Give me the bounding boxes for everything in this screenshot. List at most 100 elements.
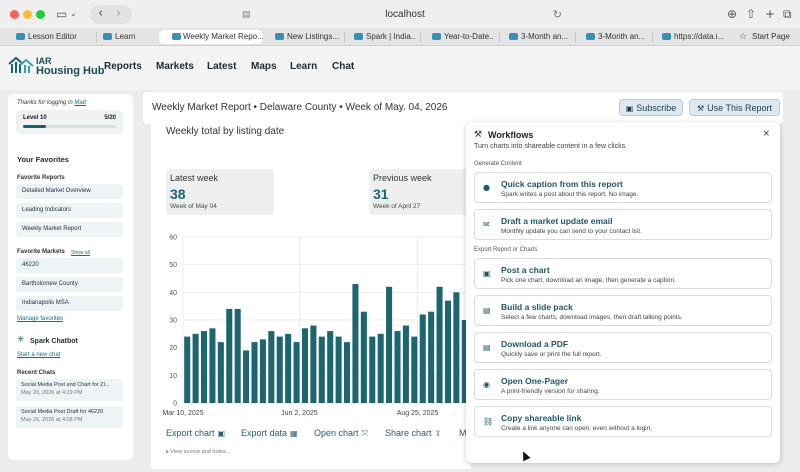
chart-bar[interactable] (394, 331, 401, 403)
chart-bar[interactable] (192, 333, 199, 403)
workflow-desc: Spark writes a post about this report. N… (501, 191, 639, 198)
share-chart-button[interactable]: Share chart ⇪ (385, 428, 441, 438)
workflow-copy-link[interactable]: ⛓ Copy shareable link Create a link anyo… (474, 406, 772, 437)
subscribe-button[interactable]: ▣ Subscribe (619, 99, 683, 116)
tab-spark[interactable]: Spark | India... (352, 30, 416, 44)
chart-bar[interactable] (335, 336, 342, 403)
chart-bar[interactable] (293, 342, 300, 403)
chart-bar[interactable] (386, 286, 393, 403)
close-window-button[interactable] (10, 10, 19, 19)
chart-bar[interactable] (402, 325, 409, 403)
tab-data[interactable]: https://data.i... (660, 30, 728, 44)
chart-bar[interactable] (352, 284, 359, 403)
workflow-download-pdf[interactable]: ▤ Download a PDF Quickly save or print t… (474, 332, 772, 363)
tab-3-month-b[interactable]: 3-Month an... (584, 30, 646, 44)
open-chart-button[interactable]: Open chart ⤧ (314, 428, 368, 439)
tab-overview-icon[interactable]: ⧉ (783, 7, 792, 21)
magic-wand-icon: ⚒ (696, 104, 705, 113)
chart-bar[interactable] (184, 336, 191, 403)
nav-maps[interactable]: Maps (251, 61, 277, 72)
chart-bar[interactable] (251, 342, 258, 403)
chart-bar[interactable] (259, 339, 266, 403)
share-icon[interactable]: ⇧ (746, 7, 757, 21)
view-source-toggle[interactable]: ▸ View source and notes... (166, 449, 231, 455)
chart-bar[interactable] (209, 328, 216, 403)
forward-icon[interactable]: › (116, 6, 122, 21)
chart-bar[interactable] (419, 314, 426, 403)
chevron-down-icon[interactable]: ⌄ (70, 9, 77, 18)
recent-chat-item[interactable]: Social Media Post Draft for 46220 May 20… (16, 406, 123, 428)
recent-chat-item[interactable]: Social Media Post and Chart for ZI... Ma… (16, 379, 123, 401)
user-link[interactable]: Matt (74, 100, 87, 106)
app-logo[interactable]: IAR Housing Hub (36, 56, 104, 77)
weekly-listings-chart[interactable]: 0 10 20 30 40 50 60 Mar 10, 2025 Jun 2, 2025 Aug … (151, 229, 471, 424)
nav-learn[interactable]: Learn (290, 61, 318, 72)
back-icon[interactable]: ‹ (98, 6, 104, 21)
download-icon[interactable]: ⊕ (727, 7, 738, 21)
use-report-button[interactable]: ⚒ Use This Report (689, 99, 780, 116)
export-data-button[interactable]: Export data ▦ (241, 428, 298, 438)
tab-year-to-date[interactable]: Year-to-Date... (430, 30, 494, 44)
manage-favorites-link[interactable]: Manage favorites (17, 316, 64, 322)
favorite-report-item[interactable]: Weekly Market Report (16, 222, 123, 237)
chart-bar[interactable] (344, 342, 351, 403)
export-heading: Export Report or Charts (474, 247, 538, 253)
chart-bar[interactable] (360, 311, 367, 403)
start-chat-link[interactable]: Start a new chat (17, 352, 61, 358)
chart-bar[interactable] (217, 342, 224, 403)
chart-bar[interactable] (301, 328, 308, 403)
house-logo-icon[interactable] (8, 56, 34, 74)
minimize-window-button[interactable] (23, 10, 32, 19)
tab-new-listings[interactable]: New Listings... (273, 30, 339, 44)
export-chart-button[interactable]: Export chart ▣ (166, 428, 225, 438)
nav-reports[interactable]: Reports (104, 61, 142, 72)
chart-bar[interactable] (234, 308, 241, 403)
nav-chat[interactable]: Chat (332, 61, 355, 72)
maximize-window-button[interactable] (36, 10, 45, 19)
sidebar-toggle-icon[interactable]: ▭ (56, 7, 68, 21)
chart-bar[interactable] (310, 325, 317, 403)
nav-latest[interactable]: Latest (207, 61, 237, 72)
chart-bar[interactable] (243, 350, 250, 403)
chart-bar[interactable] (226, 308, 233, 403)
chart-bar[interactable] (428, 311, 435, 403)
workflow-post-chart[interactable]: ▣ Post a chart Pick one chart, download … (474, 258, 772, 289)
favorite-report-item[interactable]: Leading Indicators (16, 203, 123, 218)
chart-bar[interactable] (201, 331, 208, 403)
tab-start-page[interactable]: ☆ Start Page (739, 32, 790, 42)
chart-bar[interactable] (461, 320, 468, 403)
workflow-quick-caption[interactable]: ● Quick caption from this report Spark w… (474, 172, 772, 203)
tab-lesson-editor[interactable]: Lesson Editor (14, 30, 94, 44)
more-action-button[interactable]: M (459, 428, 467, 438)
chart-bar[interactable] (411, 336, 418, 403)
favorite-report-item[interactable]: Detailed Market Overview (16, 184, 123, 199)
chart-bar[interactable] (318, 336, 325, 403)
chart-bar[interactable] (285, 333, 292, 403)
chart-bar[interactable] (377, 333, 384, 403)
tab-3-month-a[interactable]: 3-Month an... (507, 30, 569, 44)
address-bar[interactable]: ▤ localhost ↻ (240, 5, 570, 24)
workflow-slide-pack[interactable]: ▤ Build a slide pack Select a few charts… (474, 295, 772, 326)
nav-markets[interactable]: Markets (156, 61, 194, 72)
show-all-link[interactable]: Show all (71, 250, 90, 256)
favorite-market-item[interactable]: Bartholomew County (16, 277, 123, 292)
chart-bar[interactable] (327, 331, 334, 403)
chart-bar[interactable] (453, 292, 460, 403)
chart-bar[interactable] (276, 336, 283, 403)
report-header: Weekly Market Report • Delaware County •… (143, 92, 783, 124)
chart-bar[interactable] (436, 286, 443, 403)
favorite-market-item[interactable]: Indianapolis MSA (16, 296, 123, 311)
new-tab-icon[interactable]: + (765, 7, 776, 21)
chart-bar[interactable] (444, 300, 451, 403)
chatbot-heading: Spark Chatbot (30, 338, 78, 345)
favorite-market-item[interactable]: 46220 (16, 258, 123, 273)
workflow-one-pager[interactable]: ◉ Open One-Pager A print-friendly versio… (474, 369, 772, 400)
chart-bar[interactable] (369, 336, 376, 403)
tab-weekly-market-report[interactable]: Weekly Market Repo... (159, 30, 263, 44)
close-icon[interactable]: × (762, 129, 770, 139)
chart-bar[interactable] (268, 331, 275, 403)
reload-icon[interactable]: ↻ (552, 8, 562, 21)
y-tick-label: 10 (169, 373, 177, 380)
tab-learn[interactable]: Learn (101, 30, 156, 44)
workflow-market-email[interactable]: ✉ Draft a market update email Monthly up… (474, 209, 772, 240)
